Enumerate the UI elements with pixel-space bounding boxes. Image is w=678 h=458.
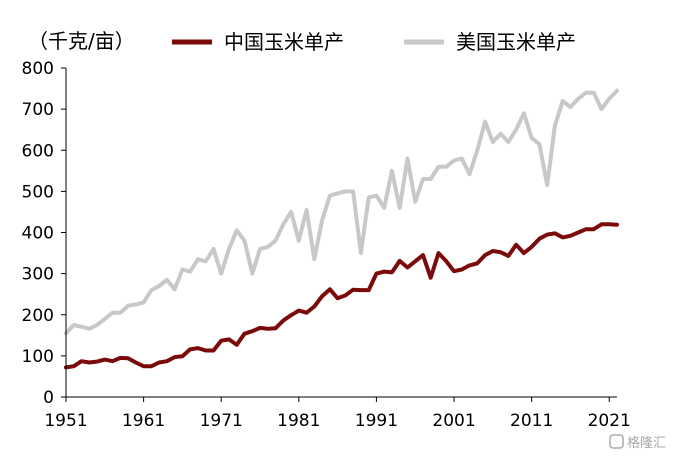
y-tick-label: 100 <box>22 347 54 367</box>
y-unit-label: （千克/亩） <box>28 29 135 53</box>
y-tick-label: 700 <box>22 100 54 120</box>
watermark: 格隆汇 <box>609 434 666 451</box>
x-tick-label: 2011 <box>510 411 553 431</box>
legend-label-usa: 美国玉米单产 <box>456 30 576 54</box>
x-tick-label: 1971 <box>200 411 243 431</box>
y-tick-label: 0 <box>43 388 54 408</box>
y-tick-label: 300 <box>22 265 54 285</box>
y-tick-label: 500 <box>22 182 54 202</box>
x-tick-label: 1951 <box>44 411 87 431</box>
watermark-logo-icon <box>609 434 624 449</box>
watermark-text: 格隆汇 <box>627 435 666 451</box>
x-tick-label: 1991 <box>355 411 398 431</box>
legend: 中国玉米单产 美国玉米单产 <box>172 30 576 54</box>
x-tick-label: 2001 <box>432 411 475 431</box>
y-tick-label: 200 <box>22 306 54 326</box>
y-tick-label: 800 <box>22 59 54 79</box>
x-tick-label: 1981 <box>277 411 320 431</box>
y-axis-ticks: 0 100 200 300 400 500 600 700 800 <box>22 59 66 408</box>
x-tick-label: 2021 <box>588 411 631 431</box>
x-tick-label: 1961 <box>122 411 165 431</box>
y-tick-label: 600 <box>22 141 54 161</box>
x-axis-ticks: 1951 1961 1971 1981 1991 2001 2011 2021 <box>44 397 631 431</box>
y-tick-label: 400 <box>22 224 54 244</box>
series-layer <box>64 88 619 370</box>
series-line-china <box>64 222 619 370</box>
series-line-usa <box>64 88 619 336</box>
legend-label-china: 中国玉米单产 <box>224 30 344 54</box>
